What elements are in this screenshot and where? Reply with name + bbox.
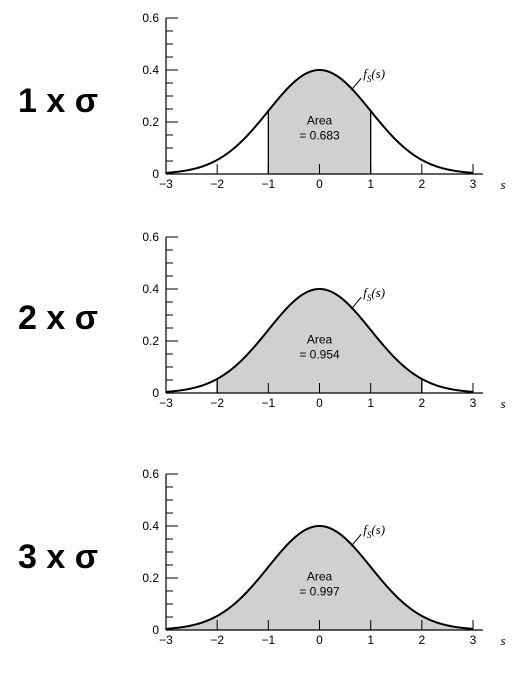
area-value: = 0.997 — [299, 585, 340, 599]
x-tick-label: −1 — [261, 396, 275, 410]
x-tick-label: 1 — [367, 396, 374, 410]
x-tick-label: −1 — [261, 633, 275, 647]
x-tick-label: −3 — [159, 396, 173, 410]
curve-label-leader — [350, 77, 362, 91]
x-axis-label: s — [500, 396, 505, 411]
y-tick-label: 0.6 — [142, 230, 159, 244]
x-tick-label: 3 — [470, 396, 477, 410]
x-tick-label: 0 — [316, 633, 323, 647]
x-tick-label: 0 — [316, 177, 323, 191]
y-tick-label: 0.6 — [142, 467, 159, 481]
y-tick-label: 0.4 — [142, 282, 159, 296]
chart-panel-1sigma: 1 x σ 0 0.2 0.4 0.6 −3 −2 −1 0 1 2 3 s Area = 0.683 fS… — [0, 0, 521, 226]
x-tick-label: 0 — [316, 396, 323, 410]
x-tick-label: −1 — [261, 177, 275, 191]
shaded-area — [268, 70, 371, 174]
multiplier-label: 1 x σ — [18, 82, 98, 120]
x-tick-label: 1 — [367, 633, 374, 647]
x-tick-label: −2 — [210, 633, 224, 647]
x-axis-label: s — [500, 633, 505, 648]
y-tick-label: 0 — [152, 386, 159, 400]
y-tick-label: 0.4 — [142, 63, 159, 77]
y-tick-label: 0.6 — [142, 11, 159, 25]
curve-label: fS(s) — [363, 285, 385, 303]
x-tick-label: 2 — [418, 396, 425, 410]
x-tick-label: −3 — [159, 633, 173, 647]
x-tick-label: 1 — [367, 177, 374, 191]
area-value: = 0.954 — [299, 348, 340, 362]
x-tick-label: 2 — [418, 177, 425, 191]
y-tick-label: 0 — [152, 623, 159, 637]
y-tick-label: 0.2 — [142, 115, 159, 129]
curve-label-leader — [350, 296, 362, 310]
area-value: = 0.683 — [299, 129, 340, 143]
curve-label-leader — [350, 533, 362, 547]
density-curve — [165, 524, 474, 630]
shaded-area — [217, 289, 422, 393]
x-tick-label: 3 — [470, 633, 477, 647]
x-axis-label: s — [500, 177, 505, 192]
area-title: Area — [307, 333, 333, 347]
shaded-area — [166, 526, 473, 630]
curve-label: fS(s) — [363, 522, 385, 540]
y-tick-label: 0.4 — [142, 519, 159, 533]
y-tick-label: 0.2 — [142, 571, 159, 585]
chart-panel-2sigma: 2 x σ 0 0.2 0.4 0.6 −3 −2 −1 0 1 2 3 s Area = 0.954 fS… — [0, 219, 521, 445]
x-tick-label: −3 — [159, 177, 173, 191]
x-tick-label: 2 — [418, 633, 425, 647]
density-curve — [165, 287, 474, 393]
multiplier-label: 3 x σ — [18, 538, 98, 576]
normal-distribution-chart: 0 0.2 0.4 0.6 −3 −2 −1 0 1 2 3 s Area= 0.683 fS(s) — [142, 11, 505, 192]
density-curve — [165, 68, 474, 174]
y-tick-label: 0 — [152, 167, 159, 181]
curve-label: fS(s) — [363, 66, 385, 84]
x-tick-label: −2 — [210, 396, 224, 410]
area-title: Area — [307, 114, 333, 128]
multiplier-label: 2 x σ — [18, 299, 98, 337]
x-tick-label: −2 — [210, 177, 224, 191]
normal-distribution-chart: 0 0.2 0.4 0.6 −3 −2 −1 0 1 2 3 s Area= 0.997 fS(s) — [142, 467, 505, 648]
x-tick-label: 3 — [470, 177, 477, 191]
normal-distribution-chart: 0 0.2 0.4 0.6 −3 −2 −1 0 1 2 3 s Area= 0.954 fS(s) — [142, 230, 505, 411]
chart-panel-3sigma: 3 x σ 0 0.2 0.4 0.6 −3 −2 −1 0 1 2 3 s Area = 0.997 fS… — [0, 456, 521, 682]
y-tick-label: 0.2 — [142, 334, 159, 348]
area-title: Area — [307, 570, 333, 584]
